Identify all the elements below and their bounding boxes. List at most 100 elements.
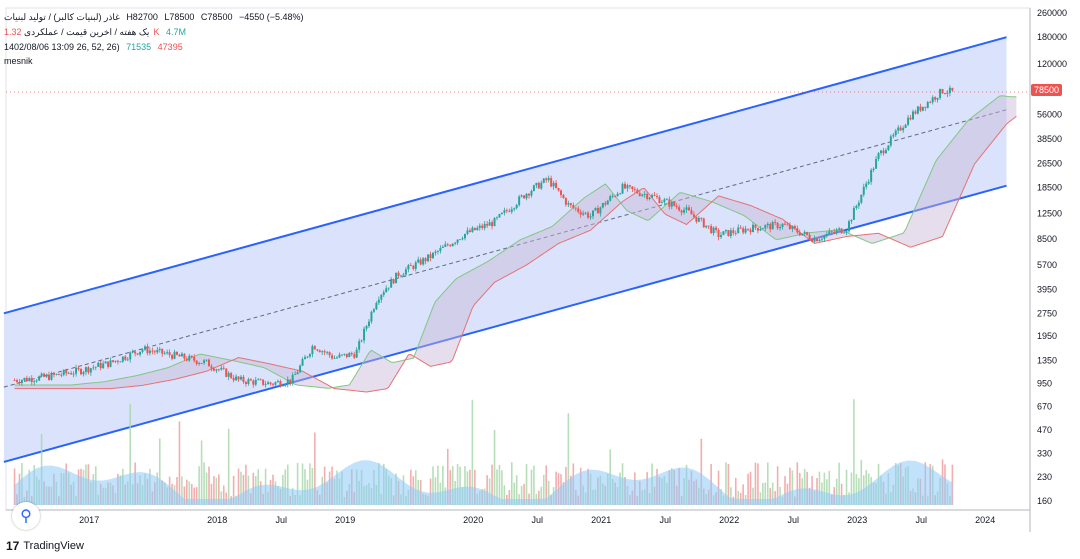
volume-bar (222, 485, 225, 505)
candle-body (340, 354, 343, 356)
candle-body (207, 359, 210, 367)
volume-value-2: 4.7M (165, 27, 186, 37)
candle-body (488, 222, 491, 226)
candle-body (916, 106, 919, 114)
candle-body (862, 186, 865, 195)
candle-body (786, 224, 789, 226)
volume-bar (784, 475, 786, 505)
candle-body (188, 355, 191, 361)
candle-body (788, 224, 791, 230)
candle-body (355, 349, 358, 358)
candle-body (513, 208, 516, 210)
candle-body (719, 235, 722, 238)
volume-bar (190, 483, 193, 505)
candle-body (338, 354, 341, 358)
candle-body (931, 97, 934, 103)
candle-body (481, 225, 484, 229)
candle-body (887, 145, 890, 151)
volume-bar (200, 440, 203, 505)
volume-bar (213, 476, 215, 505)
candle-body (269, 382, 272, 384)
candle-body (783, 223, 786, 225)
candle-body (203, 360, 206, 364)
candle-body (225, 368, 228, 377)
volume-bar (304, 469, 306, 505)
volume-bar (215, 477, 218, 505)
volume-bar (193, 487, 196, 505)
candle-body (614, 195, 617, 197)
volume-bar (796, 462, 799, 505)
candle-body (365, 326, 368, 329)
volume-bar (158, 438, 161, 505)
candle-body (358, 341, 361, 350)
volume-bar (178, 421, 181, 505)
y-tick-label: 12500 (1037, 208, 1062, 218)
channel-lower-line (3, 184, 1007, 463)
candle-body (45, 374, 48, 377)
candle-body (852, 207, 855, 220)
volume-bar (414, 470, 417, 505)
candle-body (825, 233, 828, 236)
indicator-label[interactable]: 1402/08/06 13:09 26, 52, 26) (4, 42, 120, 52)
candle-body (828, 231, 831, 234)
candle-body (441, 246, 444, 248)
candle-body (370, 311, 373, 322)
candle-body (889, 136, 892, 146)
volume-bar (766, 462, 769, 505)
candle-body (60, 374, 63, 376)
candle-body (894, 130, 897, 136)
candle-body (781, 223, 784, 228)
candle-body (146, 346, 149, 354)
y-tick-label: 180000 (1037, 32, 1067, 42)
candle-body (633, 189, 636, 190)
candle-body (124, 356, 127, 360)
candle-body (756, 227, 759, 231)
candle-body (367, 321, 370, 327)
candle-body (220, 367, 223, 370)
candle-body (62, 370, 65, 375)
candle-body (847, 221, 850, 232)
candle-body (249, 379, 252, 381)
volume-bar (220, 491, 223, 505)
candle-body (577, 208, 580, 212)
candle-body (141, 349, 144, 352)
candle-body (811, 239, 814, 242)
candle-body (242, 376, 245, 382)
candle-body (25, 377, 28, 382)
candle-body (921, 106, 924, 111)
candle-body (626, 185, 629, 189)
ichimoku-cloud (14, 95, 1017, 392)
candle-body (353, 354, 356, 358)
y-tick-label: 5700 (1037, 260, 1057, 270)
indicator-row: 1402/08/06 13:09 26, 52, 26) 71535 47395 (4, 42, 187, 53)
candle-body (599, 207, 602, 214)
candle-body (446, 244, 449, 246)
candle-body (702, 218, 705, 228)
candle-body (830, 231, 833, 233)
volume-bar (486, 475, 488, 505)
volume-bar (491, 464, 493, 505)
candle-body (111, 360, 114, 362)
magnifier-icon: ⚲ (20, 508, 32, 525)
candle-body (387, 287, 390, 289)
candle-body (407, 265, 410, 270)
candle-body (348, 353, 351, 358)
zoom-reset-button[interactable]: ⚲ (12, 502, 40, 530)
candle-body (395, 272, 398, 284)
tradingview-logo[interactable]: 17 TradingView (6, 539, 84, 553)
candle-body (540, 182, 543, 189)
candle-body (907, 117, 910, 125)
candle-body (643, 193, 646, 195)
symbol-title[interactable]: غاذر (لبنیات کالبر) / تولید لبنیات (4, 12, 120, 22)
subtitle: یک هفته / اخرین قیمت / عملکردی (24, 27, 150, 37)
volume-bar (523, 483, 525, 505)
volume-bar (752, 487, 754, 505)
volume-bar (555, 471, 557, 505)
candle-body (855, 205, 858, 208)
author-name: mesnik (4, 56, 33, 66)
candle-body (636, 189, 639, 194)
candle-body (463, 233, 466, 239)
volume-bar (176, 477, 178, 505)
y-tick-label: 670 (1037, 402, 1052, 412)
